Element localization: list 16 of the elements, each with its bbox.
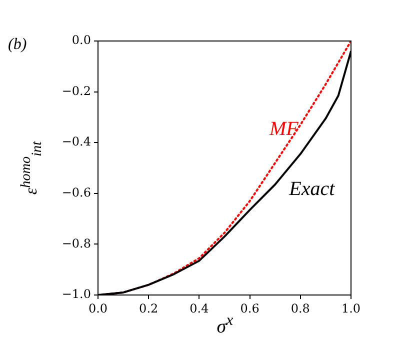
y-tick-label: −1.0 (62, 287, 91, 302)
x-tick-label: 0.8 (290, 301, 310, 316)
x-tick-label: 0.2 (139, 301, 158, 316)
y-tick-label: −0.8 (62, 236, 91, 250)
x-tick-label: 0.6 (240, 301, 260, 316)
y-tick-label: −0.2 (62, 84, 91, 98)
x-axis-title: σ$^{x}$ (216, 312, 234, 338)
text: (b) (8, 36, 27, 54)
x-tick-label: 0.0 (88, 301, 108, 316)
x-tick-label: 1.0 (341, 301, 361, 316)
series-label: Exact (288, 178, 336, 200)
y-tick-label: −0.4 (62, 134, 92, 149)
x-tick-label: 0.4 (190, 301, 210, 316)
y-tick-label: −0.6 (62, 186, 91, 200)
series-label: MF (268, 118, 300, 140)
y-tick-label: 0.0 (72, 33, 91, 48)
